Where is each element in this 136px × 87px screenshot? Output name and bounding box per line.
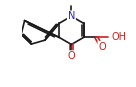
Text: O: O xyxy=(98,42,106,52)
Text: N: N xyxy=(68,11,75,21)
Text: OH: OH xyxy=(112,32,127,42)
Text: O: O xyxy=(68,51,75,61)
